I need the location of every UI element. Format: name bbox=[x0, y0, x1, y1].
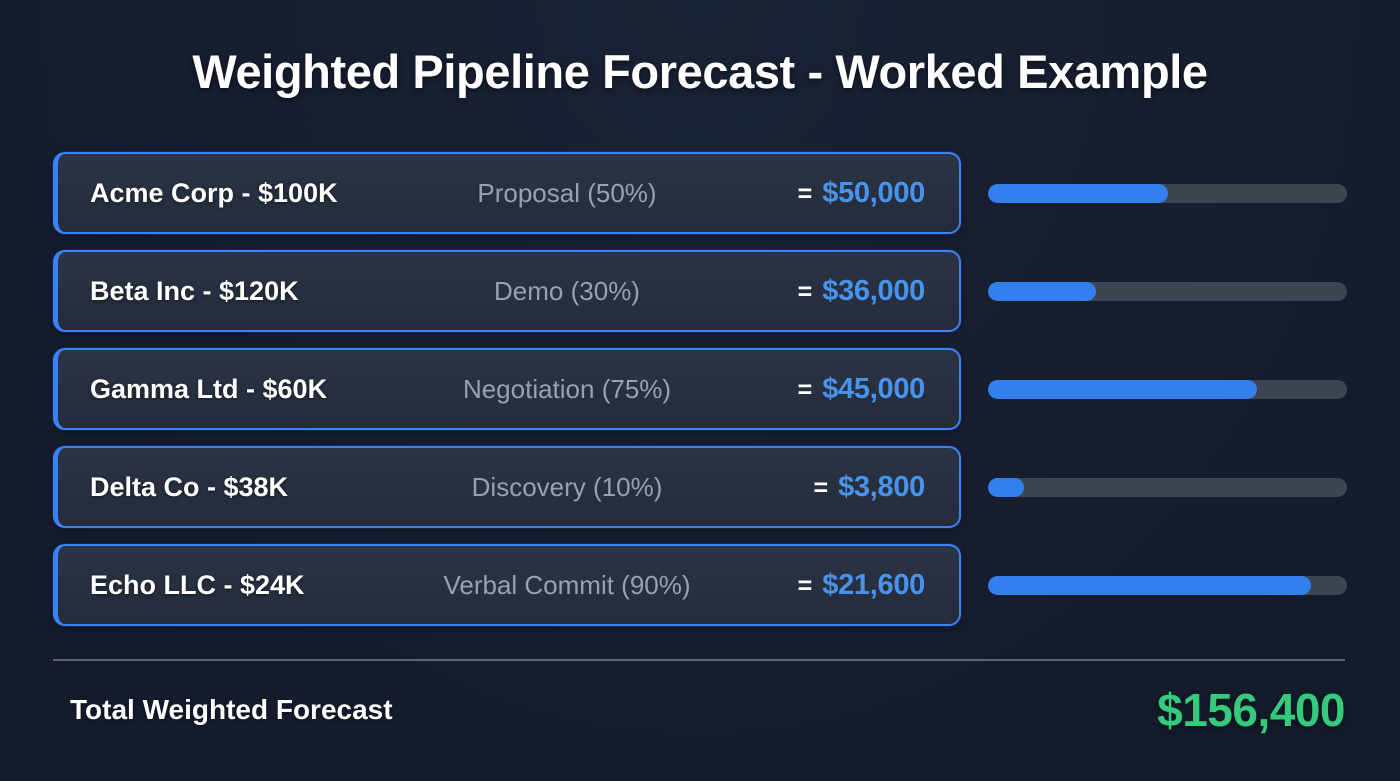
probability-bar-fill bbox=[988, 183, 1168, 203]
probability-bar-track bbox=[988, 477, 1347, 497]
deal-weighted-group: = $36,000 bbox=[797, 274, 926, 308]
probability-bar-fill bbox=[988, 575, 1312, 595]
deal-stage: Demo (30%) bbox=[494, 275, 640, 306]
deal-weighted-amount: $36,000 bbox=[822, 274, 925, 307]
total-label: Total Weighted Forecast bbox=[70, 694, 393, 725]
deal-name: Delta Co - $38K bbox=[90, 471, 289, 502]
equals-sign: = bbox=[797, 179, 813, 208]
deal-stage: Verbal Commit (90%) bbox=[443, 569, 691, 600]
deal-weighted-amount: $50,000 bbox=[822, 176, 925, 209]
deal-weighted-group: = $21,600 bbox=[797, 568, 926, 602]
list-item[interactable]: Acme Corp - $100K Proposal (50%) = $50,0… bbox=[53, 152, 1347, 234]
probability-bar bbox=[988, 183, 1347, 203]
list-item[interactable]: Echo LLC - $24K Verbal Commit (90%) = $2… bbox=[53, 544, 1347, 626]
probability-bar-track bbox=[988, 281, 1347, 301]
deal-name: Acme Corp - $100K bbox=[90, 177, 338, 208]
deal-card-echo-llc[interactable]: Echo LLC - $24K Verbal Commit (90%) = $2… bbox=[53, 544, 961, 626]
deal-weighted-amount: $45,000 bbox=[822, 372, 925, 405]
probability-bar-fill bbox=[988, 379, 1258, 399]
probability-bar bbox=[988, 575, 1347, 595]
list-item[interactable]: Beta Inc - $120K Demo (30%) = $36,000 bbox=[53, 250, 1347, 332]
equals-sign: = bbox=[797, 571, 813, 600]
section-divider bbox=[53, 659, 1345, 661]
total-value: $156,400 bbox=[1157, 684, 1345, 736]
deal-card-delta-co[interactable]: Delta Co - $38K Discovery (10%) = $3,800 bbox=[53, 446, 961, 528]
probability-bar bbox=[988, 281, 1347, 301]
deal-stage: Proposal (50%) bbox=[477, 177, 657, 208]
probability-bar-track bbox=[988, 379, 1347, 399]
list-item[interactable]: Delta Co - $38K Discovery (10%) = $3,800 bbox=[53, 446, 1347, 528]
probability-bar-track bbox=[988, 575, 1347, 595]
probability-bar-track bbox=[988, 183, 1347, 203]
deal-weighted-group: = $50,000 bbox=[797, 176, 926, 210]
total-summary: Total Weighted Forecast $156,400 bbox=[70, 681, 1345, 739]
deal-name: Gamma Ltd - $60K bbox=[90, 373, 328, 404]
deal-stage: Negotiation (75%) bbox=[462, 373, 672, 404]
probability-bar bbox=[988, 379, 1347, 399]
deal-name: Echo LLC - $24K bbox=[90, 569, 305, 600]
list-item[interactable]: Gamma Ltd - $60K Negotiation (75%) = $45… bbox=[53, 348, 1347, 430]
deal-weighted-group: = $45,000 bbox=[797, 372, 926, 406]
deal-weighted-amount: $3,800 bbox=[838, 470, 925, 503]
deal-card-gamma-ltd[interactable]: Gamma Ltd - $60K Negotiation (75%) = $45… bbox=[53, 348, 961, 430]
deal-list: Acme Corp - $100K Proposal (50%) = $50,0… bbox=[53, 152, 1347, 642]
probability-bar-fill bbox=[988, 281, 1096, 301]
page-title: Weighted Pipeline Forecast - Worked Exam… bbox=[192, 45, 1208, 98]
equals-sign: = bbox=[813, 473, 829, 502]
equals-sign: = bbox=[797, 277, 813, 306]
probability-bar-fill bbox=[988, 477, 1024, 497]
deal-name: Beta Inc - $120K bbox=[90, 275, 299, 306]
equals-sign: = bbox=[797, 375, 813, 404]
deal-weighted-group: = $3,800 bbox=[813, 471, 925, 504]
deal-card-beta-inc[interactable]: Beta Inc - $120K Demo (30%) = $36,000 bbox=[53, 250, 961, 332]
deal-weighted-amount: $21,600 bbox=[822, 568, 925, 601]
probability-bar bbox=[988, 477, 1347, 497]
deal-card-acme-corp[interactable]: Acme Corp - $100K Proposal (50%) = $50,0… bbox=[53, 152, 961, 234]
deal-stage: Discovery (10%) bbox=[471, 471, 663, 502]
